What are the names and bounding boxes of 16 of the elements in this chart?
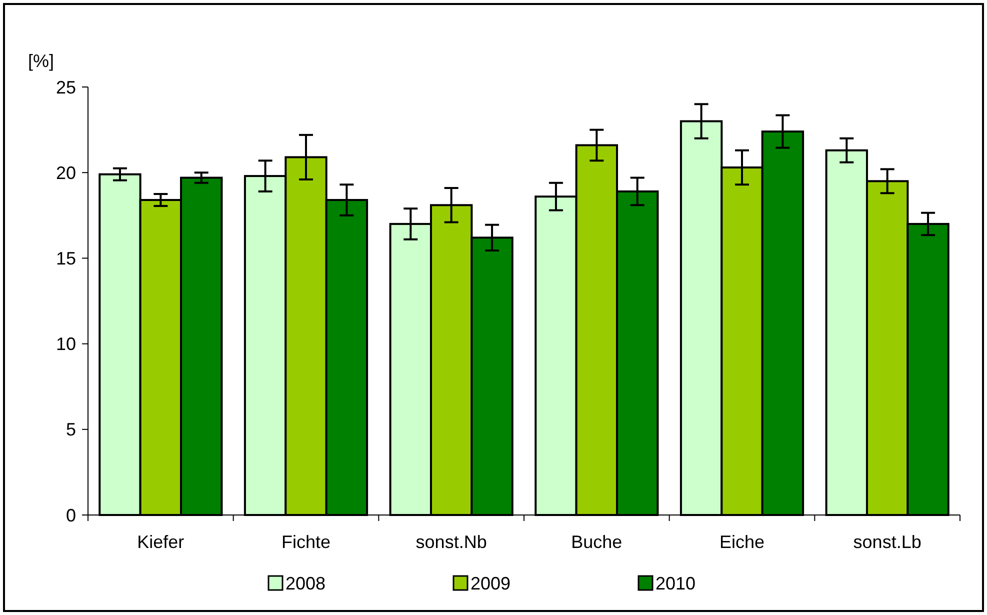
legend-label: 2008 bbox=[286, 573, 326, 594]
x-tick-label: Eiche bbox=[719, 532, 765, 552]
y-tick-label: 0 bbox=[66, 505, 76, 526]
x-tick-label: Fichte bbox=[281, 532, 331, 552]
y-tick-label: 10 bbox=[56, 334, 76, 354]
y-tick-label: 5 bbox=[66, 420, 76, 440]
x-tick-label: Kiefer bbox=[137, 532, 184, 552]
y-tick-label: 15 bbox=[56, 248, 76, 268]
legend-label: 2009 bbox=[470, 573, 511, 594]
legend-label: 2010 bbox=[656, 573, 696, 594]
x-tick-label: Buche bbox=[571, 532, 622, 552]
y-tick-label: 20 bbox=[56, 162, 76, 183]
x-tick-label: sonst.Lb bbox=[853, 532, 922, 552]
x-tick-label: sonst.Nb bbox=[416, 532, 487, 552]
y-axis-title: [%] bbox=[28, 51, 54, 71]
y-tick-label: 25 bbox=[56, 77, 76, 98]
